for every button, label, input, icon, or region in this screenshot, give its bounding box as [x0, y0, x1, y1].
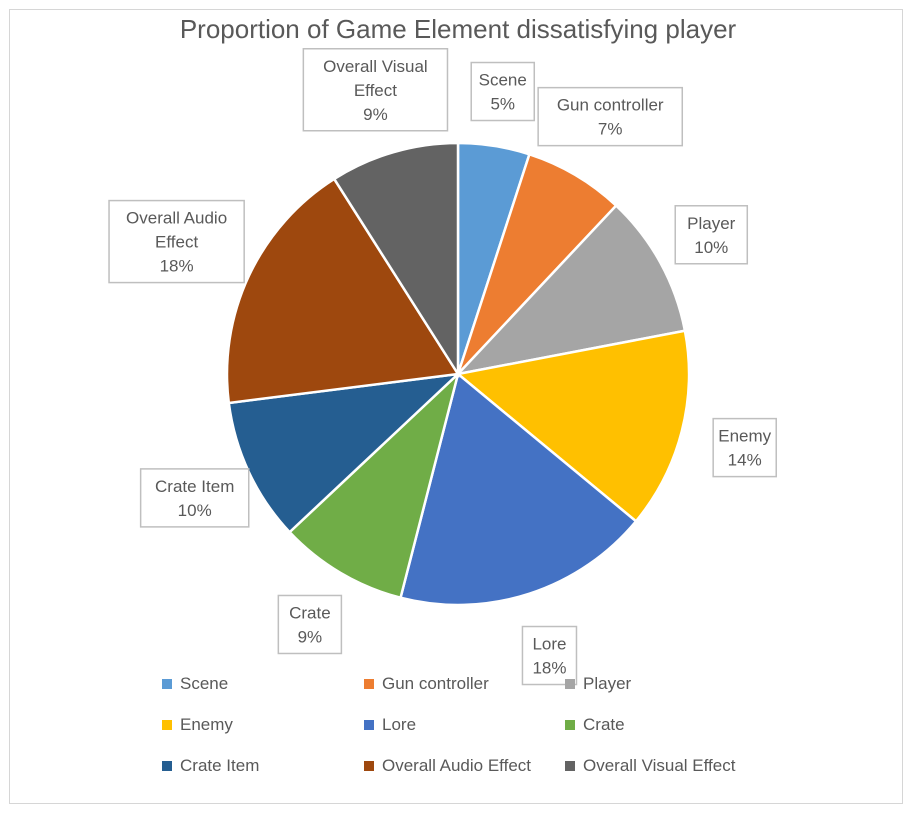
pie-slice-lore [399, 371, 638, 607]
legend-item-overall-visual-effect: Overall Visual Effect [565, 756, 736, 775]
svg-text:Crate: Crate [289, 603, 331, 622]
svg-text:Effect: Effect [155, 233, 198, 252]
svg-text:9%: 9% [298, 627, 323, 646]
legend-item-overall-audio-effect: Overall Audio Effect [364, 756, 531, 775]
legend-swatch [162, 720, 172, 730]
legend-swatch [565, 679, 575, 689]
legend-item-player: Player [565, 674, 632, 693]
pie-slice-enemy [455, 329, 691, 524]
legend: Scene Gun controller Player Enemy Lore Crate C… [162, 674, 736, 775]
legend-label: Scene [180, 674, 228, 693]
legend-item-gun-controller: Gun controller [364, 674, 489, 693]
pie-slice-overall-audio-effect [225, 177, 461, 405]
pie-slice-overall-visual-effect [332, 141, 460, 379]
legend-swatch [364, 761, 374, 771]
svg-text:Overall Audio: Overall Audio [126, 209, 227, 228]
chart-title: Proportion of Game Element dissatisfying… [180, 14, 737, 44]
data-label-overall-audio-effect: Overall Audio Effect 18% [108, 199, 245, 284]
svg-text:14%: 14% [728, 451, 762, 470]
svg-text:Overall Visual: Overall Visual [323, 57, 428, 76]
legend-label: Overall Visual Effect [583, 756, 736, 775]
svg-text:18%: 18% [532, 659, 566, 678]
svg-text:10%: 10% [694, 238, 728, 257]
legend-item-crate-item: Crate Item [162, 756, 259, 775]
legend-item-crate: Crate [565, 715, 625, 734]
legend-swatch [162, 761, 172, 771]
legend-swatch [364, 720, 374, 730]
svg-text:7%: 7% [598, 120, 623, 139]
svg-text:10%: 10% [178, 501, 212, 520]
svg-text:9%: 9% [363, 105, 388, 124]
pie-slices [225, 141, 691, 607]
legend-swatch [565, 720, 575, 730]
svg-text:Scene: Scene [479, 71, 527, 90]
legend-label: Enemy [180, 715, 233, 734]
svg-text:Lore: Lore [532, 635, 566, 654]
legend-label: Lore [382, 715, 416, 734]
legend-item-scene: Scene [162, 674, 228, 693]
legend-label: Crate Item [180, 756, 259, 775]
svg-text:Crate Item: Crate Item [155, 477, 234, 496]
legend-swatch [565, 761, 575, 771]
legend-label: Crate [583, 715, 625, 734]
data-labels: Scene 5% Gun controller 7% Player 10% Enemy 14%… [108, 48, 777, 686]
svg-text:Enemy: Enemy [718, 427, 771, 446]
svg-text:Gun controller: Gun controller [557, 96, 664, 115]
data-label-scene: Scene 5% [470, 61, 536, 122]
legend-label: Player [583, 674, 632, 693]
svg-text:18%: 18% [160, 257, 194, 276]
legend-swatch [162, 679, 172, 689]
legend-item-enemy: Enemy [162, 715, 233, 734]
legend-label: Gun controller [382, 674, 489, 693]
svg-text:5%: 5% [490, 95, 515, 114]
pie-slice-gun-controller [456, 152, 618, 375]
data-label-crate: Crate 9% [277, 594, 343, 655]
data-label-crate-item: Crate Item 10% [139, 468, 250, 528]
legend-item-lore: Lore [364, 715, 416, 734]
svg-text:Player: Player [687, 214, 736, 233]
data-label-gun-controller: Gun controller 7% [537, 86, 684, 147]
data-label-enemy: Enemy 14% [712, 417, 777, 478]
pie-slice-crate [287, 370, 461, 600]
data-label-lore: Lore 18% [521, 625, 578, 686]
pie-slice-player [454, 203, 687, 376]
svg-text:Effect: Effect [354, 81, 397, 100]
legend-label: Overall Audio Effect [382, 756, 531, 775]
data-label-player: Player 10% [674, 205, 749, 265]
data-label-overall-visual-effect: Overall Visual Effect 9% [302, 48, 449, 132]
legend-swatch [364, 679, 374, 689]
